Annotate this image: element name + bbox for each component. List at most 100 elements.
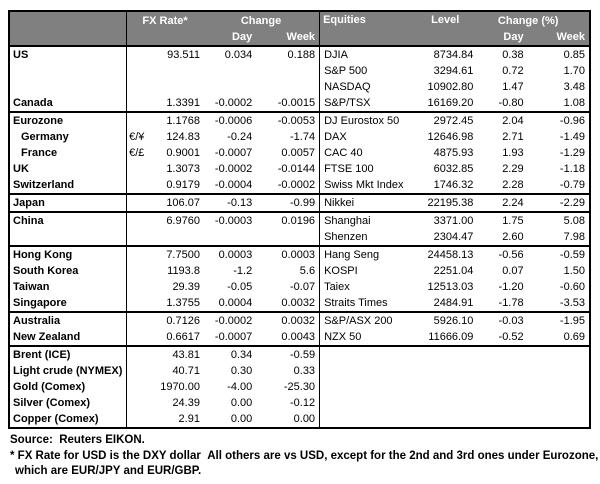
equity-week-change-cell: 1.08 bbox=[563, 97, 585, 109]
equity-index-name-cell: Nikkei bbox=[319, 193, 415, 212]
equity-week-change-cell: -1.95 bbox=[526, 311, 590, 329]
currency-pair-cell bbox=[126, 193, 153, 212]
equities-change-pct-header: Change (%) bbox=[476, 11, 590, 29]
table-row: Australia 0.7126 -0.0002 0.0032 S&P/ASX … bbox=[9, 311, 590, 329]
equity-week-change-cell: -2.29 bbox=[526, 193, 590, 212]
equity-week-change-cell: -0.59 bbox=[526, 245, 590, 263]
currency-pair-cell bbox=[126, 111, 153, 129]
corner-header-cell bbox=[9, 11, 128, 46]
equity-index-name-cell bbox=[319, 363, 415, 379]
equity-index-name-cell: Straits Times bbox=[319, 295, 415, 312]
country-name-cell: Switzerland bbox=[9, 177, 128, 194]
equity-day-change-cell bbox=[476, 379, 526, 395]
equities-header: Equities bbox=[319, 11, 415, 46]
fx-week-change-cell: 0.188 bbox=[287, 49, 316, 61]
currency-pair-cell bbox=[127, 161, 153, 177]
equity-week-change-cell: -1.18 bbox=[559, 163, 585, 175]
equity-level-cell bbox=[414, 345, 477, 363]
equity-index-name-cell: DJ Eurostox 50 bbox=[319, 111, 415, 129]
equity-level-cell: 2484.91 bbox=[433, 297, 474, 309]
equity-day-change-cell: 1.75 bbox=[476, 211, 527, 229]
fx-week-change-cell: -0.07 bbox=[289, 281, 316, 293]
equity-level-cell: 3294.61 bbox=[433, 65, 474, 77]
equity-week-change-cell: 3.48 bbox=[563, 81, 585, 93]
fx-rate-cell: 1.3391 bbox=[166, 97, 200, 109]
fx-day-change-cell: -1.2 bbox=[233, 265, 253, 277]
currency-pair-cell bbox=[127, 279, 153, 295]
equity-index-name-cell: CAC 40 bbox=[319, 145, 415, 161]
source-line: Source: Reuters EIKON. bbox=[10, 434, 145, 446]
fx-day-change-cell bbox=[203, 63, 255, 79]
table-row: US 93.511 0.034 0.188 DJIA 8734.84 0.38 … bbox=[9, 46, 590, 63]
fx-day-change-cell: -0.0007 bbox=[214, 147, 253, 159]
country-name-cell: New Zealand bbox=[9, 329, 128, 346]
fx-day-change-cell: -0.0007 bbox=[214, 331, 253, 343]
fx-week-change-cell: 0.0032 bbox=[281, 297, 316, 309]
equity-index-name-cell: Shenzen bbox=[319, 229, 415, 246]
fx-rate-header: FX Rate* bbox=[126, 11, 203, 29]
table-row: Germany €/¥ 124.83 -0.24 -1.74 DAX 12646… bbox=[9, 129, 590, 145]
equity-week-change-cell: 5.08 bbox=[526, 211, 590, 229]
fx-rate-cell bbox=[153, 229, 203, 246]
currency-pair-cell: €/£ bbox=[129, 147, 145, 159]
table-row: Gold (Comex) 1970.00 -4.00 -25.30 bbox=[9, 379, 590, 395]
empty-header-cell bbox=[126, 29, 203, 46]
fx-week-change-cell: -0.99 bbox=[255, 193, 320, 212]
currency-pair-cell bbox=[127, 263, 153, 279]
equity-day-change-cell: 2.24 bbox=[476, 193, 527, 212]
fx-day-change-cell: 0.30 bbox=[230, 365, 253, 377]
equity-level-cell bbox=[414, 363, 476, 379]
equity-index-name-cell: FTSE 100 bbox=[319, 161, 415, 177]
equity-week-change-cell bbox=[527, 395, 590, 411]
equity-day-change-cell bbox=[476, 345, 527, 363]
equity-level-cell: 11666.09 bbox=[428, 331, 474, 343]
footnote: * FX Rate for USD is the DXY dollar All … bbox=[8, 449, 600, 479]
table-row: Shenzen 2304.47 2.60 7.98 bbox=[9, 229, 590, 246]
equity-level-cell: 24458.13 bbox=[414, 245, 477, 263]
fx-rate-cell: 0.9001 bbox=[166, 147, 200, 159]
equity-day-change-cell: -0.56 bbox=[476, 245, 527, 263]
currency-pair-cell bbox=[127, 79, 153, 95]
level-header: Level bbox=[414, 11, 477, 46]
equity-index-name-cell bbox=[319, 411, 415, 428]
equity-index-name-cell bbox=[319, 379, 415, 395]
fx-day-change-cell: -4.00 bbox=[227, 381, 253, 393]
equity-week-change-cell bbox=[527, 363, 590, 379]
fx-day-change-cell: 0.34 bbox=[202, 345, 256, 363]
fx-rate-cell: 1193.8 bbox=[167, 265, 200, 277]
table-row: New Zealand 0.6617 -0.0007 0.0043 NZX 50… bbox=[9, 329, 590, 346]
equity-day-change-cell bbox=[476, 363, 526, 379]
country-name-cell: Japan bbox=[9, 193, 128, 212]
footnote-line-1: * FX Rate for USD is the DXY dollar All … bbox=[10, 450, 599, 462]
table-row: Light crude (NYMEX) 40.71 0.30 0.33 bbox=[9, 363, 590, 379]
table-row: Copper (Comex) 2.91 0.00 0.00 bbox=[9, 411, 590, 428]
fx-week-change-cell: -0.0144 bbox=[277, 163, 316, 175]
equity-index-name-cell: Hang Seng bbox=[319, 245, 415, 263]
country-name-cell: Australia bbox=[9, 311, 128, 329]
fx-day-change-cell: -0.24 bbox=[227, 131, 253, 143]
equity-day-change-cell bbox=[476, 395, 526, 411]
table-row: Canada 1.3391 -0.0002 -0.0015 S&P/TSX 16… bbox=[9, 95, 590, 112]
equity-day-change-cell: 2.28 bbox=[502, 179, 524, 191]
currency-pair-cell bbox=[127, 411, 153, 428]
equity-day-change-cell: 1.47 bbox=[502, 81, 524, 93]
equity-week-change-cell: 1.50 bbox=[563, 265, 585, 277]
equity-week-change-cell bbox=[527, 379, 590, 395]
table-row: Japan 106.07 -0.13 -0.99 Nikkei 22195.38… bbox=[9, 193, 590, 212]
equity-index-name-cell bbox=[319, 345, 415, 363]
fx-day-change-cell: -0.13 bbox=[202, 193, 256, 212]
fx-rate-cell: 1970.00 bbox=[160, 381, 200, 393]
equity-index-name-cell: S&P/TSX bbox=[319, 95, 415, 112]
fx-day-change-cell bbox=[203, 229, 255, 246]
fx-rate-cell: 1.1768 bbox=[152, 111, 203, 129]
fx-week-change-cell: -0.59 bbox=[255, 345, 320, 363]
equities-day-header: Day bbox=[476, 29, 527, 46]
equity-day-change-cell: 1.93 bbox=[502, 147, 524, 159]
country-name-cell: Gold (Comex) bbox=[9, 379, 128, 395]
equity-week-change-cell: -0.96 bbox=[526, 111, 590, 129]
equity-index-name-cell: Taiex bbox=[319, 279, 415, 295]
fx-day-change-cell: 0.00 bbox=[230, 397, 253, 409]
equity-level-cell: 12646.98 bbox=[427, 131, 474, 143]
fx-day-change-cell: -0.0002 bbox=[214, 163, 253, 175]
